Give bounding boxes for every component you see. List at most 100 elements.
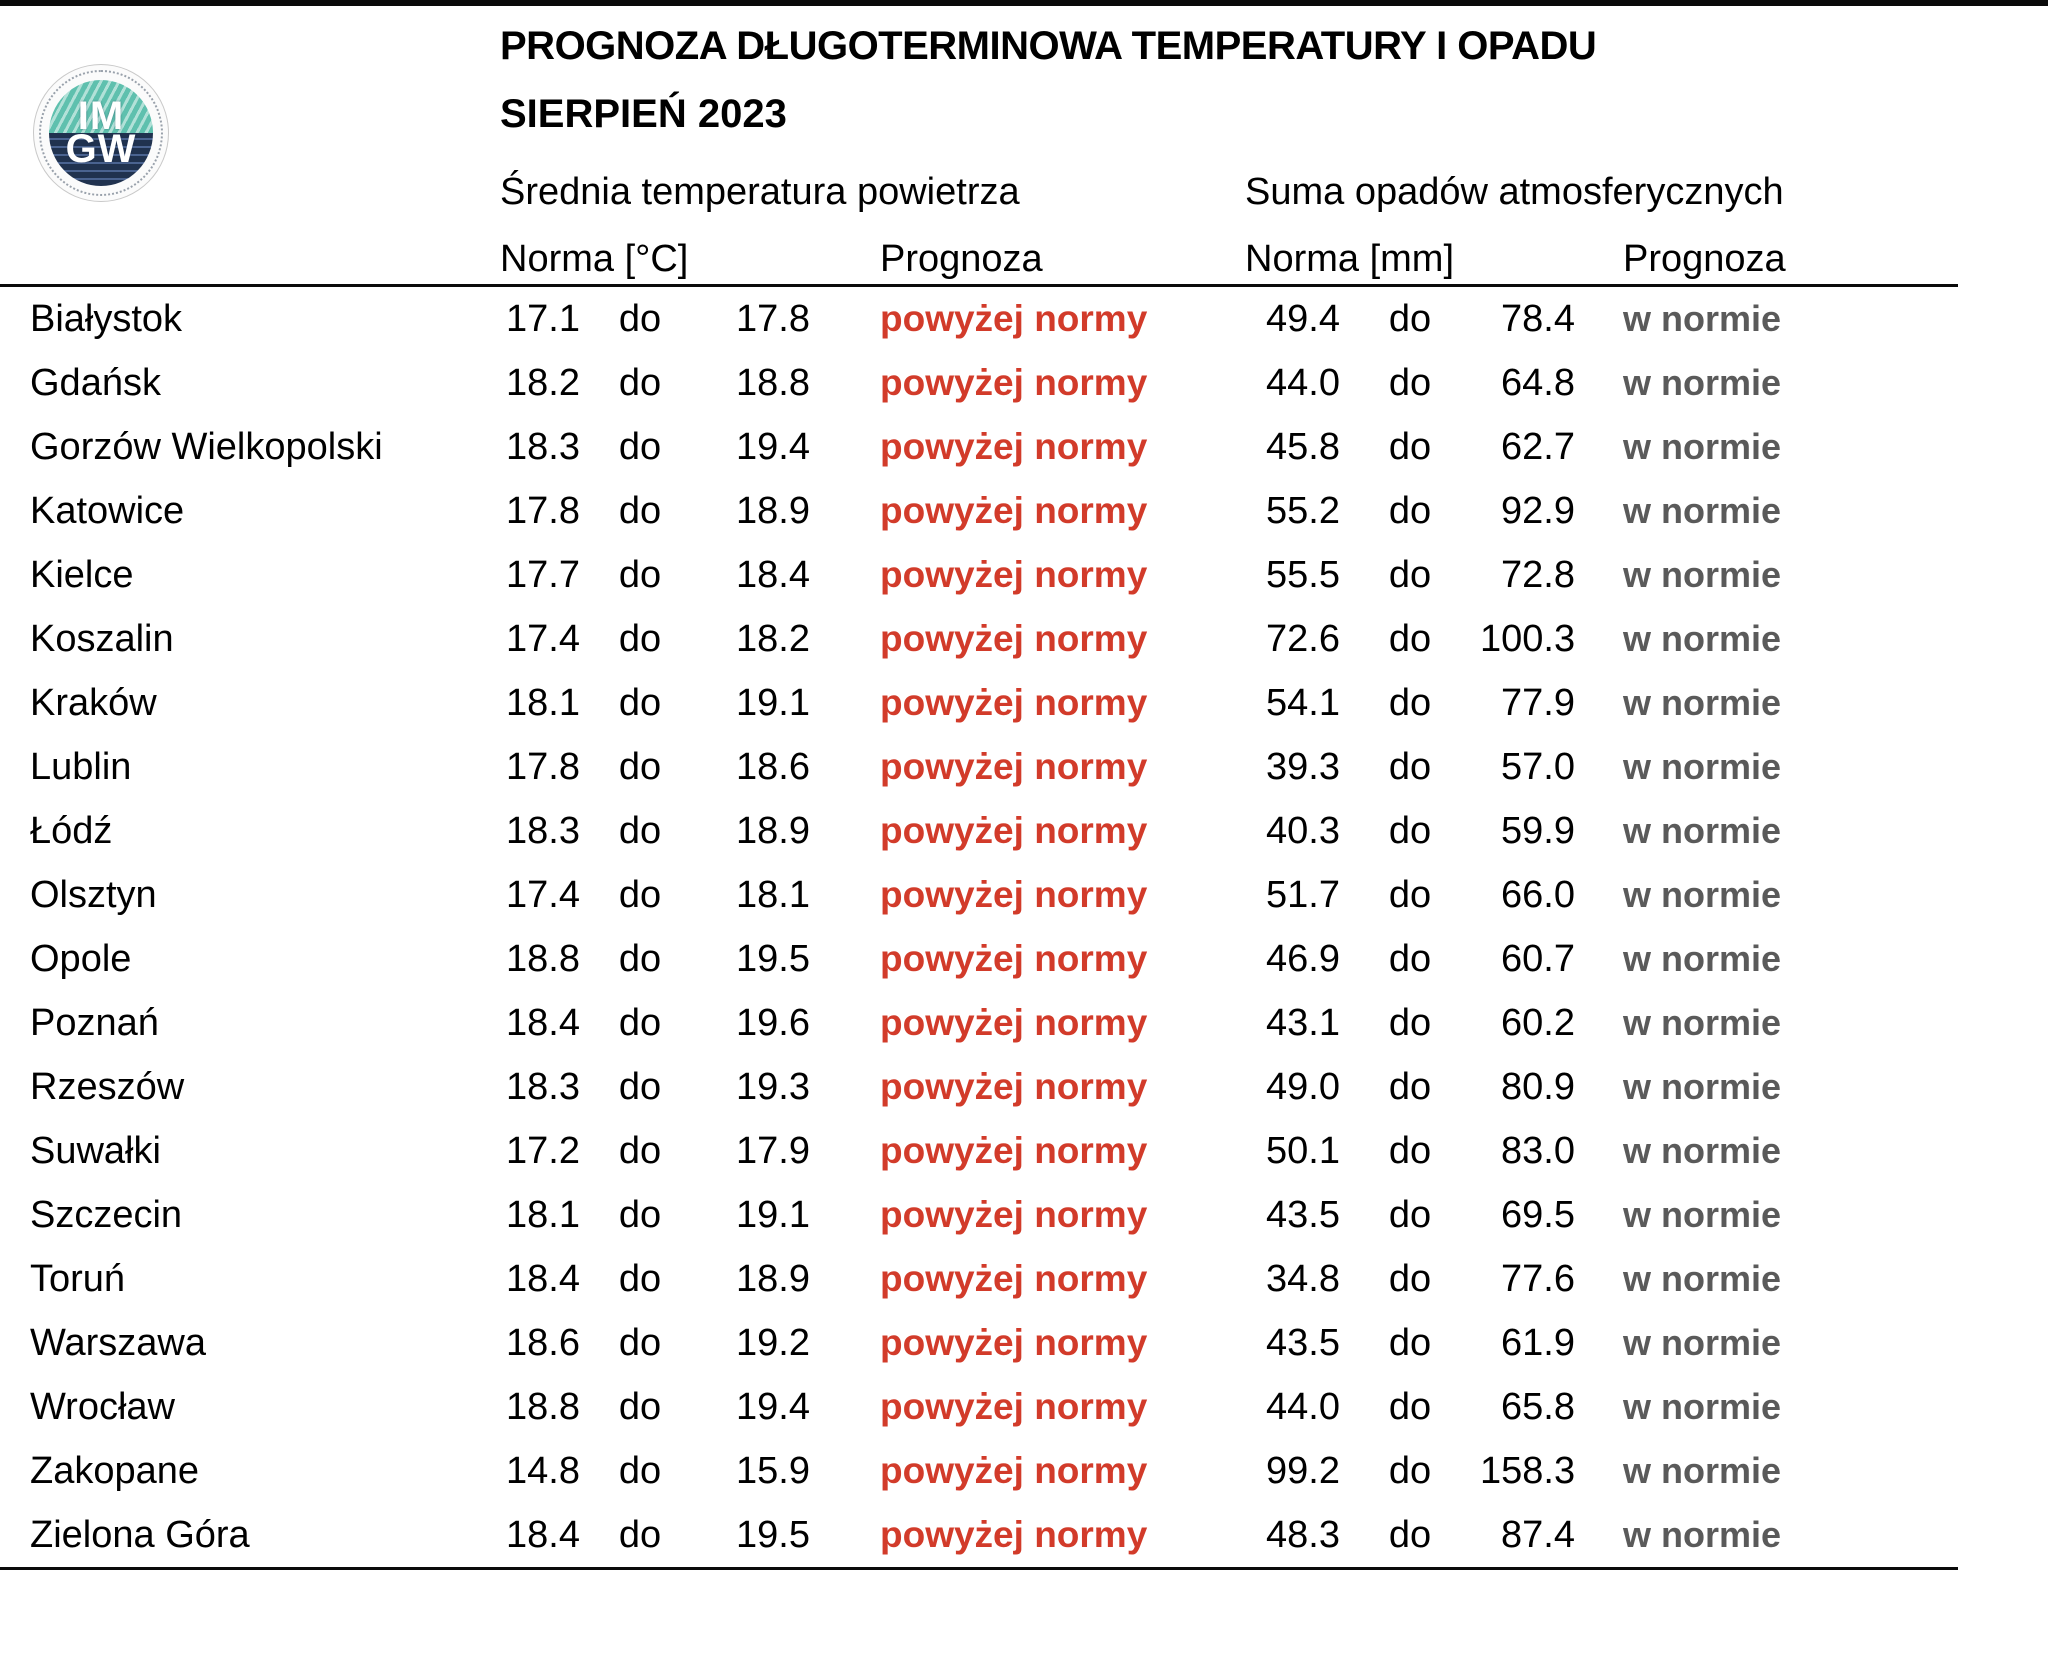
precip-max-value: 61.9 — [1501, 1321, 1575, 1364]
range-separator: do — [1388, 1001, 1432, 1044]
precip-min-value: 46.9 — [1266, 937, 1340, 980]
precip-forecast-value: w normie — [1623, 1002, 1782, 1043]
table-row: Suwałki 17.2 do 17.9 powyżej normy 50.1 … — [0, 1119, 2048, 1183]
table-row: Katowice 17.8 do 18.9 powyżej normy 55.2… — [0, 479, 2048, 543]
precip-forecast-value: w normie — [1623, 1322, 1782, 1363]
precip-min-value: 50.1 — [1266, 1129, 1340, 1172]
city-name: Łódź — [30, 809, 113, 852]
temp-max-value: 19.1 — [736, 681, 810, 724]
precip-min-value: 39.3 — [1266, 745, 1340, 788]
range-separator: do — [618, 617, 662, 660]
temp-forecast-value: powyżej normy — [880, 938, 1148, 979]
range-separator: do — [618, 1257, 662, 1300]
temp-min-value: 18.3 — [506, 1065, 580, 1108]
range-separator: do — [1388, 937, 1432, 980]
imgw-logo-ring-text — [39, 70, 163, 196]
temp-max-value: 19.4 — [736, 1385, 810, 1428]
range-separator: do — [1388, 1129, 1432, 1172]
temp-max-value: 18.9 — [736, 809, 810, 852]
temp-max-value: 19.5 — [736, 1513, 810, 1556]
city-name: Kielce — [30, 553, 134, 596]
temp-max-value: 19.4 — [736, 425, 810, 468]
precip-forecast-value: w normie — [1623, 1258, 1782, 1299]
precip-forecast-value: w normie — [1623, 1386, 1782, 1427]
temp-forecast-value: powyżej normy — [880, 682, 1148, 723]
temp-min-value: 18.3 — [506, 809, 580, 852]
temp-min-value: 18.6 — [506, 1321, 580, 1364]
range-separator: do — [1388, 297, 1432, 340]
precip-max-value: 60.7 — [1501, 937, 1575, 980]
precip-forecast-value: w normie — [1623, 1066, 1782, 1107]
temp-forecast-value: powyżej normy — [880, 1258, 1148, 1299]
temp-min-value: 17.4 — [506, 617, 580, 660]
temp-min-value: 18.8 — [506, 937, 580, 980]
precip-min-value: 49.0 — [1266, 1065, 1340, 1108]
precip-max-value: 87.4 — [1501, 1513, 1575, 1556]
temp-min-value: 18.4 — [506, 1257, 580, 1300]
precip-forecast-value: w normie — [1623, 1130, 1782, 1171]
range-separator: do — [618, 553, 662, 596]
precip-forecast-value: w normie — [1623, 554, 1782, 595]
range-separator: do — [618, 937, 662, 980]
range-separator: do — [618, 1321, 662, 1364]
city-name: Kraków — [30, 681, 157, 724]
temp-forecast-value: powyżej normy — [880, 1194, 1148, 1235]
temp-min-value: 17.1 — [506, 297, 580, 340]
temp-forecast-value: powyżej normy — [880, 1002, 1148, 1043]
range-separator: do — [618, 1193, 662, 1236]
table-row: Opole 18.8 do 19.5 powyżej normy 46.9 do… — [0, 927, 2048, 991]
range-separator: do — [618, 1001, 662, 1044]
range-separator: do — [1388, 873, 1432, 916]
temp-min-value: 18.4 — [506, 1001, 580, 1044]
column-subheader: Norma [°C] Prognoza Norma [mm] Prognoza — [0, 234, 2048, 284]
city-name: Koszalin — [30, 617, 174, 660]
temp-forecast-value: powyżej normy — [880, 746, 1148, 787]
temp-max-value: 18.4 — [736, 553, 810, 596]
temp-max-value: 19.2 — [736, 1321, 810, 1364]
temp-forecast-value: powyżej normy — [880, 1322, 1148, 1363]
precip-max-value: 62.7 — [1501, 425, 1575, 468]
precip-min-value: 72.6 — [1266, 617, 1340, 660]
precip-min-value: 48.3 — [1266, 1513, 1340, 1556]
temp-max-value: 15.9 — [736, 1449, 810, 1492]
precip-max-value: 78.4 — [1501, 297, 1575, 340]
precip-min-value: 49.4 — [1266, 297, 1340, 340]
column-group-header: Średnia temperatura powietrza Suma opadó… — [0, 168, 2048, 216]
precip-max-value: 66.0 — [1501, 873, 1575, 916]
temp-forecast-value: powyżej normy — [880, 874, 1148, 915]
range-separator: do — [618, 745, 662, 788]
precip-min-value: 45.8 — [1266, 425, 1340, 468]
temp-forecast-value: powyżej normy — [880, 810, 1148, 851]
city-name: Białystok — [30, 297, 183, 340]
city-name: Gdańsk — [30, 361, 161, 404]
table-row: Rzeszów 18.3 do 19.3 powyżej normy 49.0 … — [0, 1055, 2048, 1119]
range-separator: do — [618, 681, 662, 724]
temp-max-value: 18.6 — [736, 745, 810, 788]
city-name: Lublin — [30, 745, 132, 788]
range-separator: do — [1388, 1321, 1432, 1364]
precip-forecast-value: w normie — [1623, 938, 1782, 979]
temp-max-value: 18.1 — [736, 873, 810, 916]
table-row: Łódź 18.3 do 18.9 powyżej normy 40.3 do … — [0, 799, 2048, 863]
table-row: Kielce 17.7 do 18.4 powyżej normy 55.5 d… — [0, 543, 2048, 607]
temp-forecast-value: powyżej normy — [880, 1450, 1148, 1491]
table-row: Warszawa 18.6 do 19.2 powyżej normy 43.5… — [0, 1311, 2048, 1375]
range-separator: do — [1388, 553, 1432, 596]
range-separator: do — [1388, 617, 1432, 660]
table-row: Gdańsk 18.2 do 18.8 powyżej normy 44.0 d… — [0, 351, 2048, 415]
range-separator: do — [618, 1065, 662, 1108]
imgw-logo-text-gw: GW — [65, 127, 137, 171]
precip-forecast-value: w normie — [1623, 1514, 1782, 1555]
temp-min-value: 18.3 — [506, 425, 580, 468]
precip-forecast-value: w normie — [1623, 874, 1782, 915]
temp-min-value: 17.8 — [506, 489, 580, 532]
precip-min-value: 44.0 — [1266, 1385, 1340, 1428]
top-border-bar — [0, 0, 2048, 6]
precip-max-value: 77.9 — [1501, 681, 1575, 724]
temp-min-value: 18.4 — [506, 1513, 580, 1556]
city-name: Poznań — [30, 1001, 159, 1044]
range-separator: do — [1388, 1449, 1432, 1492]
page-subtitle: SIERPIEŃ 2023 — [500, 92, 787, 136]
temp-max-value: 18.8 — [736, 361, 810, 404]
imgw-logo: IM GW — [33, 64, 169, 202]
